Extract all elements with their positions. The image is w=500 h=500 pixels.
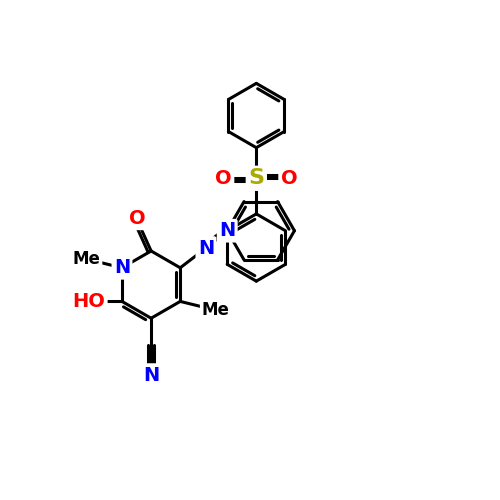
Text: O: O	[280, 169, 297, 188]
Text: N: N	[198, 238, 214, 258]
Text: N: N	[143, 366, 159, 384]
Text: O: O	[216, 169, 232, 188]
Text: HO: HO	[72, 292, 106, 311]
Text: S: S	[248, 168, 264, 188]
Text: Me: Me	[202, 302, 230, 320]
Text: N: N	[219, 221, 236, 240]
Text: O: O	[129, 209, 146, 228]
Text: Me: Me	[72, 250, 101, 268]
Text: N: N	[114, 258, 130, 278]
